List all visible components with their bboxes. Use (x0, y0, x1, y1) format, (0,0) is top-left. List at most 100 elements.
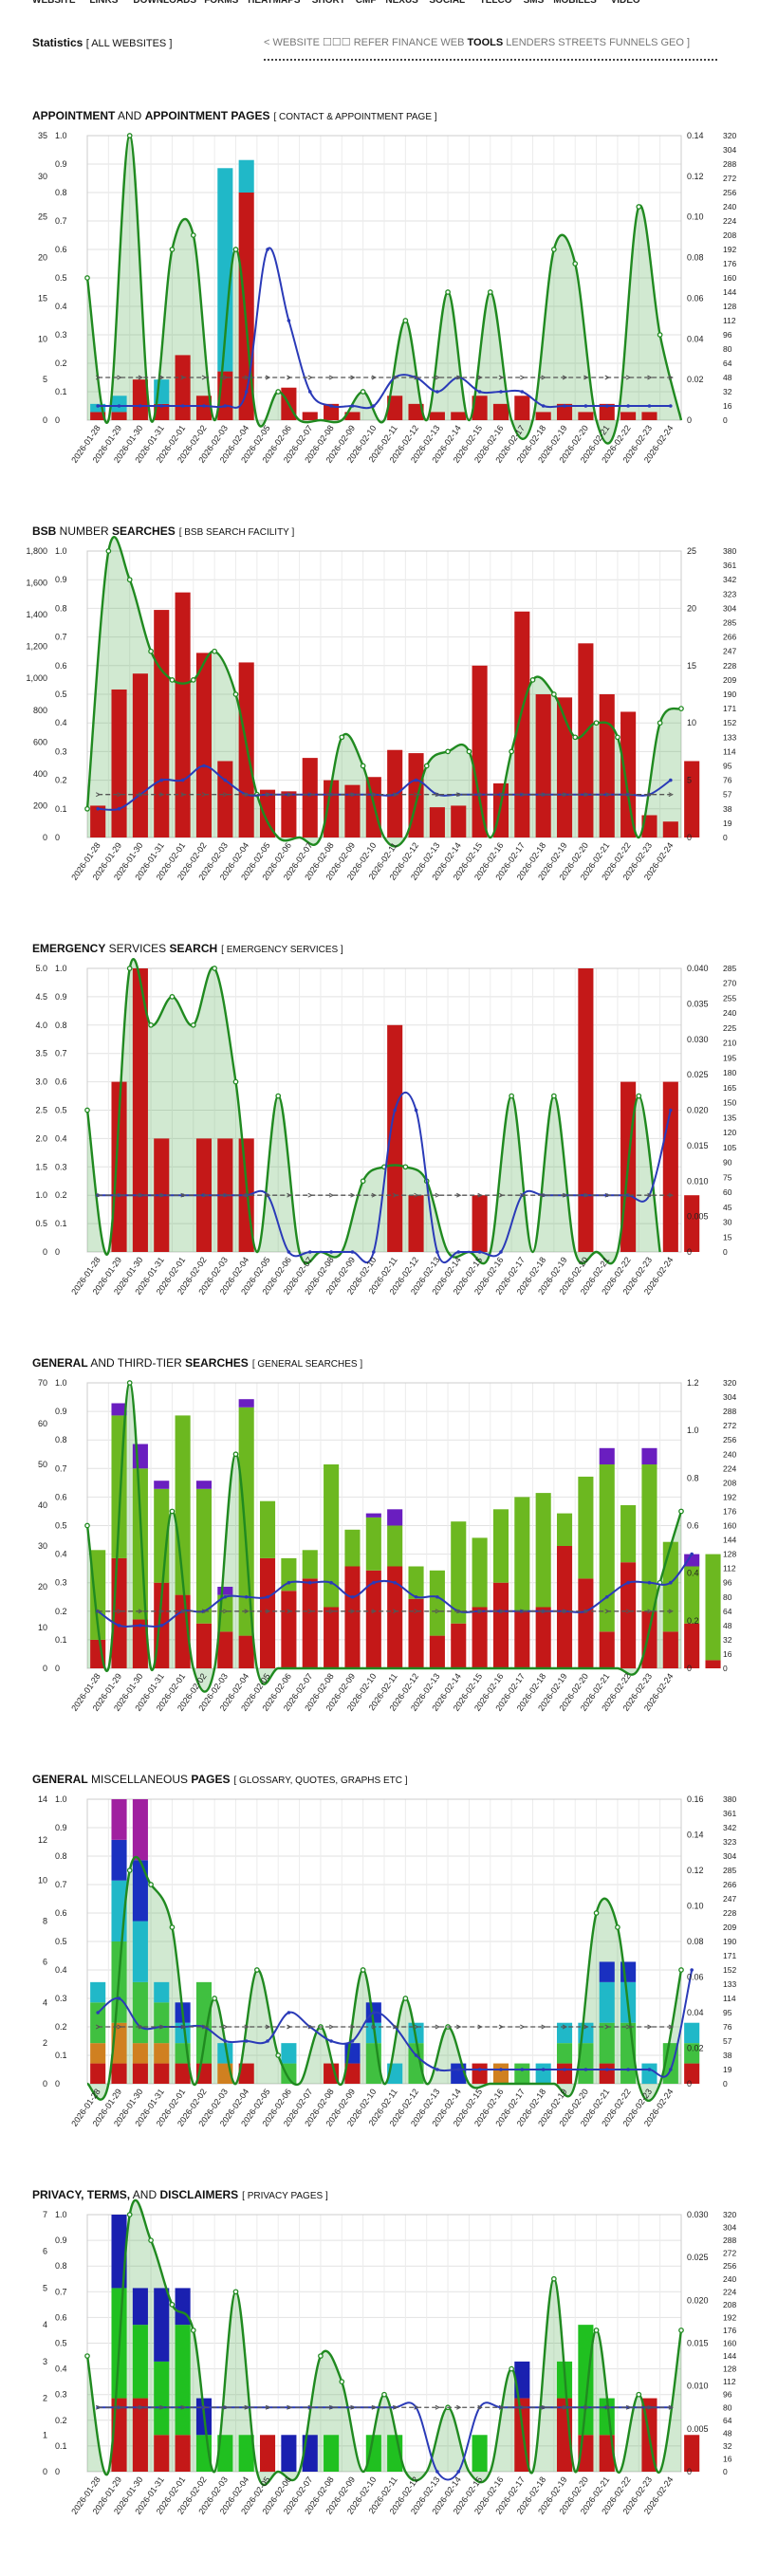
bar (132, 2043, 148, 2064)
average-marker (435, 1192, 441, 1198)
average-marker (435, 375, 441, 380)
topnav-item[interactable]: DOWNLOADS (133, 0, 197, 6)
bar (556, 403, 573, 420)
nav-item-web[interactable]: WEB (440, 37, 468, 48)
topnav-item[interactable]: VIDEO (610, 0, 640, 6)
average-marker (435, 2024, 441, 2030)
topnav-item[interactable]: NEXUS (385, 0, 418, 6)
mid-axis-tick: 1.0 (55, 1378, 67, 1388)
blue-series-point (393, 1580, 397, 1585)
nav-item-streets[interactable]: STREETS (558, 37, 610, 48)
nav-item-lenders[interactable]: LENDERS (506, 37, 559, 48)
bar (599, 1631, 615, 1668)
far-right-axis-tick: 255 (723, 993, 736, 1003)
green-area (87, 1383, 681, 1692)
mid-axis-tick: 0 (55, 1664, 60, 1673)
blue-series-point (414, 1594, 418, 1599)
average-marker (159, 2024, 165, 2030)
green-series-point (190, 1021, 196, 1028)
bar (620, 1505, 637, 1563)
nav-item-geo[interactable]: GEO (660, 37, 687, 48)
far-right-axis-tick: 171 (723, 1951, 736, 1960)
nav-item-tools[interactable]: TOOLS (467, 37, 507, 48)
topnav-item[interactable]: MOBILES (553, 0, 597, 6)
left-axis-tick: 70 (38, 1378, 47, 1388)
average-marker (392, 1192, 398, 1198)
bar (90, 1550, 106, 1640)
right-axis-tick: 0.4 (687, 1569, 699, 1578)
average-marker (414, 1609, 419, 1614)
blue-series-point (223, 778, 228, 782)
bar (599, 1981, 615, 2023)
blue-series-point (520, 390, 525, 394)
topnav-item[interactable]: CMF (355, 0, 377, 6)
topnav-item[interactable]: SOCIAL (429, 0, 466, 6)
blue-series-point (180, 404, 185, 408)
bar (429, 412, 445, 420)
nav-item-finance[interactable]: FINANCE (392, 37, 441, 48)
average-marker (562, 2404, 568, 2410)
left-axis-tick: 1,400 (26, 610, 47, 619)
average-marker (562, 792, 568, 798)
blue-series-point (350, 1594, 355, 1599)
far-right-axis-tick: 247 (723, 1894, 736, 1904)
bar (281, 791, 297, 837)
bar (408, 1598, 424, 1668)
green-series-point (275, 2052, 282, 2058)
average-marker (244, 375, 250, 380)
green-series-point (212, 966, 217, 971)
calendar-icon[interactable]: ☐☐☐ (323, 37, 354, 48)
bar (684, 2435, 700, 2472)
far-right-axis-tick: 176 (723, 2326, 736, 2335)
green-series-point (190, 2328, 196, 2333)
average-marker (541, 792, 546, 798)
topnav-item[interactable]: FORMS (204, 0, 239, 6)
right-axis-tick: 0 (687, 1247, 692, 1257)
bars (111, 2215, 700, 2472)
green-series-point (190, 677, 196, 683)
left-axis-tick: 30 (38, 172, 47, 181)
blue-series-point (563, 2068, 566, 2071)
blue-series-point (647, 1580, 652, 1585)
topnav-item[interactable]: SMS (523, 0, 545, 6)
mid-axis-tick: 0.8 (55, 1435, 67, 1444)
average-marker (371, 2404, 377, 2410)
far-right-axis-tick: 80 (723, 1592, 732, 1602)
nav-item-funnels[interactable]: FUNNELS (609, 37, 661, 48)
average-marker (477, 2024, 483, 2030)
topnav-item[interactable]: SHORT (311, 0, 345, 6)
far-right-axis-tick: 256 (723, 1435, 736, 1444)
average-marker (414, 2024, 419, 2030)
nav-close-bracket: ] (687, 37, 691, 48)
bar (365, 1513, 381, 1518)
bar (599, 1464, 615, 1632)
blue-series-point (499, 1250, 503, 1254)
average-marker (201, 1192, 208, 1198)
topnav-item[interactable]: LINKS (89, 0, 119, 6)
mid-axis-tick: 0.9 (55, 575, 67, 584)
average-marker (604, 1609, 610, 1614)
right-axis-tick: 0.12 (687, 1866, 704, 1875)
bar (324, 1607, 340, 1668)
nav-item-website[interactable]: WEBSITE (272, 37, 324, 48)
right-axis-tick: 0.030 (687, 1035, 709, 1044)
average-marker (138, 792, 144, 798)
bar (111, 2063, 127, 2084)
left-axis-tick: 4.5 (35, 992, 47, 1002)
far-right-axis-tick: 208 (723, 2300, 736, 2309)
average-marker (435, 792, 441, 798)
nav-back-icon[interactable]: < (264, 37, 273, 48)
far-right-axis-tick: 112 (723, 316, 736, 325)
bar (132, 1921, 148, 1982)
bar (111, 1839, 127, 1881)
green-series-point (402, 318, 409, 323)
average-marker (138, 1192, 144, 1198)
nav-item-refer[interactable]: REFER (353, 37, 393, 48)
mid-axis-tick: 0.9 (55, 159, 67, 169)
blue-series-point (669, 404, 673, 408)
left-axis-tick: 1,000 (26, 673, 47, 683)
bar (429, 1570, 445, 1636)
topnav-item[interactable]: WEBSITE (32, 0, 76, 6)
topnav-item[interactable]: TELCO (479, 0, 512, 6)
topnav-item[interactable]: HEATMAPS (248, 0, 301, 6)
